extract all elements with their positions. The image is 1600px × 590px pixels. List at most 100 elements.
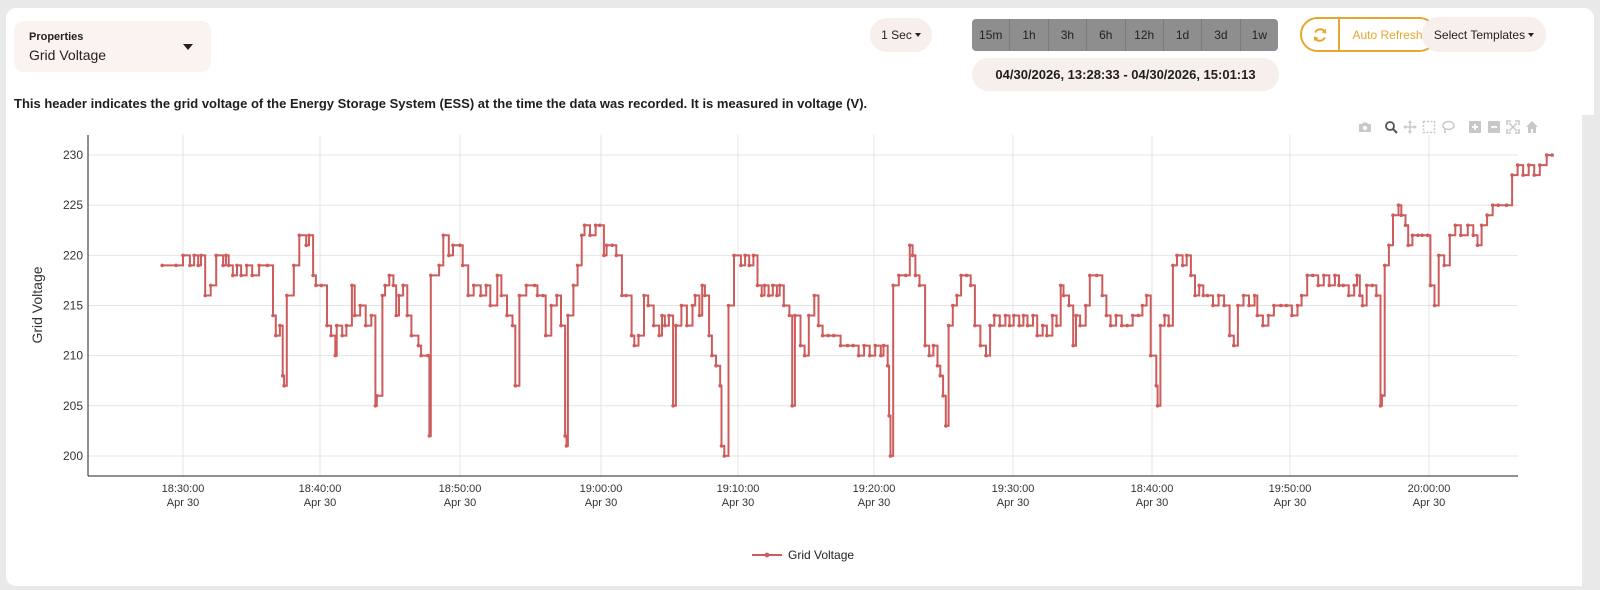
data-point[interactable] [441,233,446,238]
data-point[interactable] [250,273,254,278]
data-point[interactable] [224,253,228,258]
data-point[interactable] [604,243,609,248]
camera-icon[interactable] [1358,120,1372,134]
data-point[interactable] [1279,303,1283,308]
range-button-1w[interactable]: 1w [1251,28,1267,42]
data-point[interactable] [903,273,908,278]
data-point[interactable] [862,343,866,348]
data-point[interactable] [1475,243,1480,248]
data-point[interactable] [1471,233,1476,238]
data-point[interactable] [1544,153,1549,157]
data-point[interactable] [1305,273,1309,278]
data-point[interactable] [663,323,667,328]
data-point[interactable] [549,303,554,308]
data-point[interactable] [1387,243,1391,248]
data-point[interactable] [478,293,483,298]
data-point[interactable] [722,454,727,458]
data-point[interactable] [524,283,529,288]
data-point[interactable] [782,303,786,308]
data-point[interactable] [380,293,385,298]
data-point[interactable] [739,263,743,268]
data-point[interactable] [427,434,432,438]
box-select-icon[interactable] [1422,120,1436,134]
data-point[interactable] [944,424,948,428]
data-point[interactable] [358,303,363,308]
data-point[interactable] [1403,223,1408,228]
data-point[interactable] [927,353,931,358]
data-point[interactable] [1459,233,1463,238]
data-point[interactable] [759,293,764,298]
data-point[interactable] [1171,263,1175,268]
data-point[interactable] [1290,313,1294,318]
data-point[interactable] [1428,283,1433,288]
data-point[interactable] [1154,383,1159,388]
data-point[interactable] [732,253,736,258]
data-point[interactable] [1011,313,1016,318]
data-point[interactable] [1017,323,1021,328]
data-point[interactable] [718,383,722,388]
data-point[interactable] [226,263,231,268]
data-point[interactable] [1094,273,1099,278]
data-point[interactable] [775,293,779,298]
data-point[interactable] [271,313,275,318]
data-point[interactable] [690,303,695,308]
data-point[interactable] [651,323,656,328]
data-point[interactable] [1100,293,1105,298]
data-point[interactable] [363,323,368,328]
data-point[interactable] [888,454,893,458]
zoom-in-icon[interactable] [1468,120,1482,134]
data-point[interactable] [743,253,747,258]
data-point[interactable] [1040,323,1045,328]
data-point[interactable] [931,343,936,348]
data-point[interactable] [495,273,500,278]
data-point[interactable] [1515,163,1520,167]
data-point[interactable] [307,233,311,238]
data-point[interactable] [964,273,969,278]
data-point[interactable] [1382,263,1387,268]
data-point[interactable] [1255,313,1260,318]
data-point[interactable] [1432,303,1437,308]
data-point[interactable] [719,444,724,448]
data-point[interactable] [685,323,689,328]
interval-dropdown[interactable]: 1 Sec [870,18,932,52]
auto-refresh-dropdown[interactable]: Auto Refresh [1340,19,1435,50]
data-point[interactable] [333,353,338,358]
data-point[interactable] [409,333,414,338]
data-point[interactable] [1416,233,1420,238]
pan-icon[interactable] [1403,120,1417,134]
data-point[interactable] [1158,323,1163,328]
data-point[interactable] [543,333,548,338]
data-point[interactable] [1216,293,1221,298]
data-point[interactable] [1380,394,1384,398]
range-button-3h[interactable]: 3h [1049,19,1088,51]
data-point[interactable] [1337,283,1341,288]
data-point[interactable] [793,313,797,318]
data-point[interactable] [160,263,164,268]
data-point[interactable] [679,303,684,308]
data-point[interactable] [1355,273,1359,278]
data-point[interactable] [1272,303,1276,308]
data-point[interactable] [397,293,401,298]
data-point[interactable] [203,293,207,298]
data-point[interactable] [946,323,951,328]
data-point[interactable] [642,293,646,298]
data-point[interactable] [910,253,915,258]
data-point[interactable] [602,253,606,258]
data-point[interactable] [1266,313,1271,318]
data-point[interactable] [1035,333,1039,338]
data-point[interactable] [1114,313,1118,318]
data-point[interactable] [755,283,760,288]
data-point[interactable] [1071,343,1075,348]
data-point[interactable] [1061,293,1066,298]
data-point[interactable] [1189,273,1193,278]
data-point[interactable] [1496,203,1500,207]
data-point[interactable] [867,353,872,358]
data-point[interactable] [1222,303,1226,308]
data-point[interactable] [747,263,751,268]
data-point[interactable] [1420,233,1424,238]
data-point[interactable] [831,333,836,338]
data-point[interactable] [471,283,476,288]
range-button-1h[interactable]: 1h [1010,19,1049,51]
data-point[interactable] [1074,313,1078,318]
data-point[interactable] [1252,293,1257,298]
